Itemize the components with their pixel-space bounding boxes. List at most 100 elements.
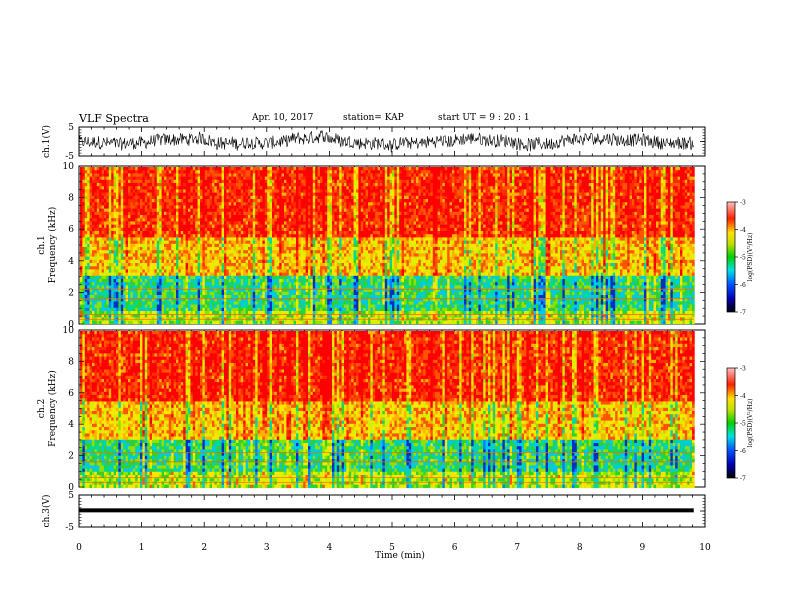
spectrogram-cell [228, 167, 232, 171]
spectrogram-cell [96, 173, 100, 177]
spectrogram-cell [84, 192, 88, 197]
spectrogram-cell [132, 266, 136, 270]
spectrogram-cell [166, 272, 170, 277]
spectrogram-cell [128, 183, 131, 187]
spectrogram-cell [82, 253, 86, 257]
spectrogram-cell [197, 176, 201, 181]
spectrogram-cell [238, 263, 242, 267]
spectrogram-cell [152, 221, 155, 225]
spectrogram-cell [94, 221, 98, 225]
spectrogram-cell [202, 215, 206, 219]
spectrogram-cell [185, 314, 189, 318]
spectrogram-cell [161, 269, 165, 273]
spectrogram-cell [149, 224, 153, 229]
spectrogram-cell [87, 205, 90, 209]
spectrogram-cell [104, 311, 107, 315]
spectrogram-cell [173, 215, 177, 219]
spectrogram-cell [99, 202, 102, 206]
spectrogram-cell [125, 285, 129, 289]
spectrogram-cell [180, 167, 184, 171]
spectrogram-cell [221, 183, 225, 187]
spectrogram-cell [202, 167, 206, 171]
spectrogram-cell [149, 320, 153, 325]
spectrogram-cell [118, 307, 122, 312]
spectrogram-cell [128, 320, 131, 325]
spectrogram-cell [132, 211, 136, 216]
spectrogram-cell [190, 224, 194, 229]
spectrogram-cell [161, 320, 165, 325]
spectrogram-cell [99, 195, 102, 200]
spectrogram-cell [125, 295, 129, 299]
spectrogram-cell [303, 192, 306, 197]
spectrogram-cell [279, 282, 282, 286]
spectrogram-cell [132, 307, 136, 312]
spectrogram-cell [168, 314, 172, 318]
spectrogram-cell [296, 304, 299, 309]
spectrogram-cell [288, 179, 292, 184]
spectrogram-cell [180, 173, 184, 177]
spectrogram-cell [209, 186, 213, 190]
spectrogram-cell [137, 314, 141, 318]
spectrogram-cell [204, 218, 208, 222]
spectrogram-cell [168, 250, 172, 254]
spectrogram-cell [300, 320, 304, 325]
spectrogram-cell [154, 314, 158, 318]
spectrogram-cell [173, 240, 177, 245]
spectrogram-cell [152, 243, 155, 248]
spectrogram-cell [166, 231, 170, 235]
spectrogram-cell [264, 240, 268, 245]
spectrogram-cell [257, 183, 261, 187]
spectrogram-cell [214, 202, 218, 206]
spectrogram-cell [118, 314, 122, 318]
spectrogram-cell [233, 269, 237, 273]
spectrogram-cell [257, 298, 261, 302]
spectrogram-cell [140, 291, 143, 296]
spectrogram-cell [260, 307, 263, 312]
spectrogram-cell [168, 202, 172, 206]
spectrogram-cell [260, 285, 263, 289]
spectrogram-cell [248, 266, 251, 270]
spectrogram-cell [298, 285, 302, 289]
spectrogram-cell [96, 167, 100, 171]
spectrogram-cell [224, 170, 227, 174]
spectrogram-cell [212, 247, 215, 251]
spectrogram-cell [252, 202, 256, 206]
spectrogram-cell [101, 195, 105, 200]
spectrogram-cell [89, 183, 93, 187]
spectrogram-cell [161, 272, 165, 277]
spectrogram-cell [154, 282, 158, 286]
spectrogram-cell [123, 224, 126, 229]
spectrogram-cell [178, 173, 182, 177]
spectrogram-cell [130, 301, 134, 305]
spectrogram-cell [120, 247, 124, 251]
spectrogram-cell [92, 227, 95, 232]
spectrogram-cell [149, 221, 153, 225]
spectrogram-cell [154, 205, 158, 209]
spectrogram-cell [240, 266, 244, 270]
spectrogram-cell [231, 288, 234, 293]
spectrogram-cell [248, 224, 251, 229]
spectrogram-cell [92, 295, 95, 299]
spectrogram-cell [164, 295, 167, 299]
spectrogram-cell [164, 234, 167, 238]
spectrogram-cell [279, 215, 282, 219]
spectrogram-cell [116, 170, 119, 174]
spectrogram-cell [101, 189, 105, 193]
spectrogram-cell [202, 179, 206, 184]
spectrogram-cell [214, 266, 218, 270]
spectrogram-cell [161, 275, 165, 280]
spectrogram-cell [293, 192, 297, 197]
spectrogram-cell [92, 192, 95, 197]
spectrogram-cell [209, 221, 213, 225]
spectrogram-cell [286, 211, 290, 216]
spectrogram-cell [219, 167, 222, 171]
spectrogram-cell [192, 208, 196, 213]
spectrogram-cell [156, 304, 160, 309]
spectrogram-cell [149, 170, 153, 174]
spectrogram-cell [104, 215, 107, 219]
spectrogram-cell [118, 240, 122, 245]
spectrogram-cell [214, 314, 218, 318]
spectrogram-cell [298, 269, 302, 273]
spectrogram-cell [106, 195, 110, 200]
spectrogram-cell [101, 282, 105, 286]
